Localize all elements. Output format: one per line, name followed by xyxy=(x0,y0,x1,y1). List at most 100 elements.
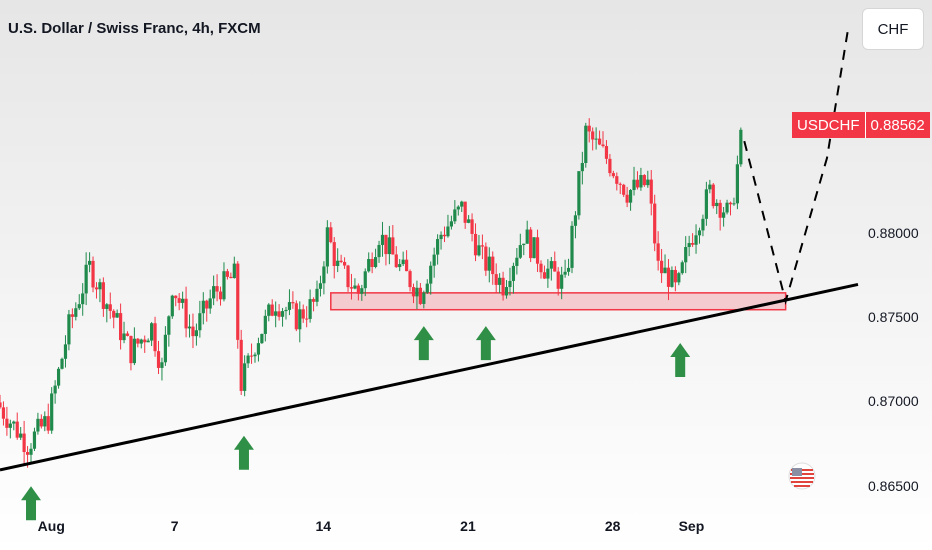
candle-body xyxy=(8,423,12,428)
candle-body xyxy=(491,256,495,275)
candle-body xyxy=(508,280,512,288)
us-flag-icon[interactable] xyxy=(788,462,816,490)
candle-body xyxy=(666,267,671,287)
support-arrow-icon xyxy=(413,326,434,361)
x-tick-label: 28 xyxy=(604,518,621,534)
candle-body xyxy=(153,323,157,352)
candle-body xyxy=(346,265,350,288)
candle-body xyxy=(504,287,509,296)
candle-body xyxy=(236,263,240,340)
candle-body xyxy=(584,125,588,163)
candle-body xyxy=(460,201,464,207)
candle-body xyxy=(305,318,309,320)
candle-body xyxy=(373,257,378,268)
candle-body xyxy=(0,402,2,408)
candle-body xyxy=(694,235,698,245)
candle-body xyxy=(308,299,312,319)
candle-body xyxy=(653,203,657,244)
candle-body xyxy=(298,309,302,330)
candle-body xyxy=(408,271,412,288)
candle-body xyxy=(604,146,609,159)
candle-body xyxy=(715,202,719,207)
candle-body xyxy=(577,171,581,216)
candle-body xyxy=(243,363,247,391)
candle-body xyxy=(539,263,543,273)
candle-body xyxy=(542,272,547,279)
candle-body xyxy=(398,264,402,268)
candle-body xyxy=(494,274,498,285)
candle-body xyxy=(522,243,526,246)
candle-body xyxy=(515,257,519,266)
candle-body xyxy=(274,311,278,316)
candle-body xyxy=(546,268,550,279)
candle-body xyxy=(63,344,68,359)
candle-body xyxy=(19,433,23,438)
candle-body xyxy=(708,184,712,190)
candle-body xyxy=(270,304,274,316)
x-tick-label: 14 xyxy=(315,518,332,534)
candle-body xyxy=(329,227,333,243)
candle-body xyxy=(687,243,691,248)
forecast-path xyxy=(743,31,849,306)
candle-body xyxy=(342,261,347,266)
candle-body xyxy=(181,298,185,303)
candle-body xyxy=(453,209,457,222)
candle-body xyxy=(163,334,167,363)
candle-body xyxy=(143,339,147,343)
candle-body xyxy=(449,221,453,227)
candle-body xyxy=(91,260,95,288)
candle-body xyxy=(615,176,619,184)
candle-body xyxy=(198,313,202,331)
currency-button[interactable]: CHF xyxy=(862,8,924,50)
candle-body xyxy=(525,229,529,244)
candle-body xyxy=(442,234,447,237)
candle-body xyxy=(566,267,571,272)
candle-body xyxy=(174,295,178,299)
candle-body xyxy=(325,227,329,267)
x-tick-label: 21 xyxy=(460,518,476,534)
candle-body xyxy=(32,431,37,449)
candle-body xyxy=(311,299,316,302)
candle-body xyxy=(187,326,192,329)
candle-body xyxy=(680,262,684,274)
candle-body xyxy=(301,309,305,319)
candle-body xyxy=(501,277,505,296)
trendline xyxy=(0,282,859,472)
candle-body xyxy=(191,326,195,337)
candle-body xyxy=(673,269,677,283)
candle-body xyxy=(722,212,726,218)
support-arrow-icon xyxy=(475,326,496,361)
candle-body xyxy=(718,202,722,218)
candle-body xyxy=(263,315,267,334)
candle-body xyxy=(184,298,188,329)
candle-body xyxy=(549,261,553,269)
x-tick-label: Sep xyxy=(678,518,705,534)
candle-body xyxy=(291,302,295,304)
candle-body xyxy=(74,308,78,317)
candle-body xyxy=(339,260,343,262)
candle-body xyxy=(115,313,119,318)
support-arrow-icon xyxy=(670,343,691,377)
candle-body xyxy=(725,202,729,213)
candle-body xyxy=(229,276,233,279)
candle-body xyxy=(556,271,560,289)
candle-body xyxy=(367,259,371,272)
candle-body xyxy=(122,333,126,341)
candle-body xyxy=(560,274,564,289)
candle-body xyxy=(322,266,326,284)
candle-body xyxy=(94,287,99,290)
candle-body xyxy=(108,304,112,311)
candle-body xyxy=(260,333,264,344)
candle-body xyxy=(146,340,150,343)
price-badge-symbol: USDCHF xyxy=(792,112,866,138)
support-arrow-icon xyxy=(233,435,254,470)
candle-body xyxy=(363,271,367,289)
candle-body xyxy=(532,237,536,259)
candle-body xyxy=(670,269,674,287)
y-tick-label: 0.87500 xyxy=(868,309,919,326)
candle-body xyxy=(167,316,171,335)
candle-body xyxy=(704,189,708,219)
candle-body xyxy=(473,233,478,256)
